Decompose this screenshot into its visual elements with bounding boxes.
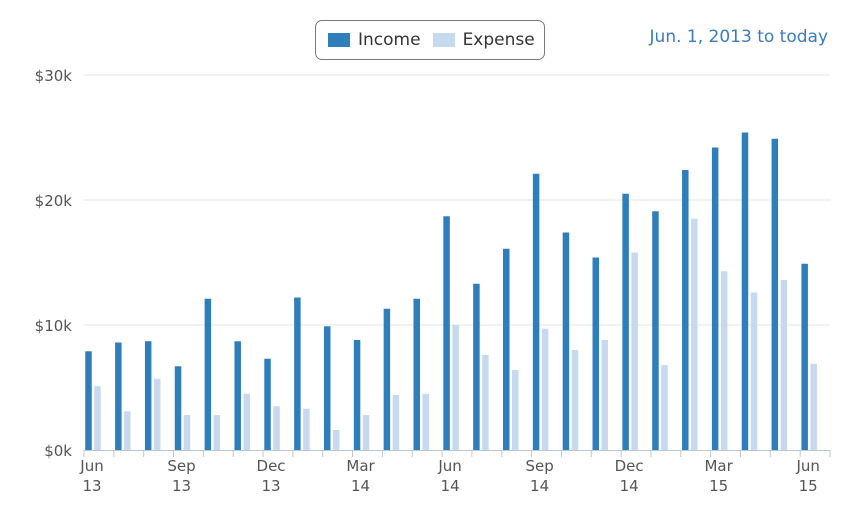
expense-bar[interactable] <box>422 393 429 450</box>
income-bar[interactable] <box>592 257 600 451</box>
x-tick-label-year: 15 <box>799 477 818 495</box>
x-tick-label-month: Jun <box>79 457 103 475</box>
income-bar[interactable] <box>473 283 480 450</box>
income-bar[interactable] <box>323 326 331 450</box>
income-bar[interactable] <box>234 341 241 450</box>
x-tick-label-month: Mar <box>346 457 375 475</box>
y-tick-label: $0k <box>44 442 72 460</box>
x-tick-label-year: 13 <box>82 477 101 495</box>
expense-bar[interactable] <box>94 386 101 450</box>
income-bar[interactable] <box>115 342 122 451</box>
income-bar[interactable] <box>443 216 450 450</box>
y-tick-label: $20k <box>35 192 73 210</box>
income-bar[interactable] <box>413 298 420 450</box>
expense-bar[interactable] <box>750 292 758 451</box>
legend-swatch-expense <box>432 33 455 47</box>
x-axis: Jun 13 Sep 13 Dec 13 Mar 14 Jun 14 Sep 14 Dec 14 Mar 15… <box>79 450 831 495</box>
legend: Income Expense <box>315 20 545 60</box>
income-bar[interactable] <box>562 232 570 451</box>
bars <box>85 132 817 451</box>
expense-bar[interactable] <box>273 406 280 450</box>
income-bar[interactable] <box>294 297 301 451</box>
expense-bar[interactable] <box>452 325 459 450</box>
x-tick-label-month: Sep <box>525 457 553 475</box>
income-bar[interactable] <box>801 263 808 450</box>
income-bar[interactable] <box>144 341 152 450</box>
x-tick-label-year: 13 <box>261 477 280 495</box>
income-bar[interactable] <box>622 193 629 450</box>
x-tick-label-year: 14 <box>351 477 370 495</box>
income-bar[interactable] <box>264 358 271 450</box>
expense-bar[interactable] <box>631 252 638 451</box>
x-tick-label-year: 14 <box>530 477 549 495</box>
y-tick-label: $10k <box>35 317 73 335</box>
expense-bar[interactable] <box>512 370 519 450</box>
x-tick-label-month: Dec <box>615 457 644 475</box>
expense-bar[interactable] <box>213 415 221 450</box>
expense-bar[interactable] <box>183 415 191 450</box>
legend-label-income: Income <box>358 30 421 50</box>
expense-bar[interactable] <box>392 395 400 450</box>
x-tick-label-month: Mar <box>704 457 733 475</box>
income-bar[interactable] <box>771 138 779 450</box>
income-bar[interactable] <box>711 147 719 451</box>
expense-bar[interactable] <box>541 328 549 450</box>
expense-bar[interactable] <box>780 280 788 450</box>
income-bar[interactable] <box>652 211 659 450</box>
x-tick-label-month: Sep <box>167 457 195 475</box>
legend-item-income[interactable]: Income <box>328 30 421 50</box>
income-bar[interactable] <box>353 340 361 450</box>
income-bar[interactable] <box>503 248 510 450</box>
y-tick-label: $30k <box>35 67 73 85</box>
expense-bar[interactable] <box>362 415 370 450</box>
expense-bar[interactable] <box>243 393 250 450</box>
x-tick-label-year: 13 <box>172 477 191 495</box>
income-bar[interactable] <box>204 298 212 450</box>
date-range-label[interactable]: Jun. 1, 2013 to today <box>649 27 828 47</box>
expense-bar[interactable] <box>571 350 579 450</box>
x-tick-label-month: Dec <box>257 457 286 475</box>
x-tick-label-year: 14 <box>441 477 460 495</box>
income-bar[interactable] <box>174 366 182 450</box>
expense-bar[interactable] <box>601 340 609 450</box>
expense-bar[interactable] <box>810 363 817 450</box>
x-tick-label-month: Jun <box>437 457 461 475</box>
income-bar[interactable] <box>85 351 92 450</box>
x-tick-label-year: 14 <box>620 477 639 495</box>
income-bar[interactable] <box>682 170 689 450</box>
expense-bar[interactable] <box>482 355 489 450</box>
expense-bar[interactable] <box>661 365 668 450</box>
income-bar[interactable] <box>741 132 749 451</box>
income-bar[interactable] <box>532 173 540 450</box>
y-axis-ticks: $0k $10k $20k $30k <box>35 67 73 460</box>
legend-item-expense[interactable]: Expense <box>432 30 535 50</box>
x-tick-label-year: 15 <box>709 477 728 495</box>
expense-bar[interactable] <box>124 411 131 450</box>
expense-bar[interactable] <box>303 408 310 450</box>
legend-label-expense: Expense <box>462 30 535 50</box>
income-bar[interactable] <box>383 308 391 450</box>
expense-bar[interactable] <box>720 271 728 450</box>
legend-swatch-income <box>328 33 350 47</box>
expense-bar[interactable] <box>691 218 698 450</box>
expense-bar[interactable] <box>153 378 161 450</box>
x-tick-label-month: Jun <box>795 457 819 475</box>
expense-bar[interactable] <box>332 430 340 450</box>
